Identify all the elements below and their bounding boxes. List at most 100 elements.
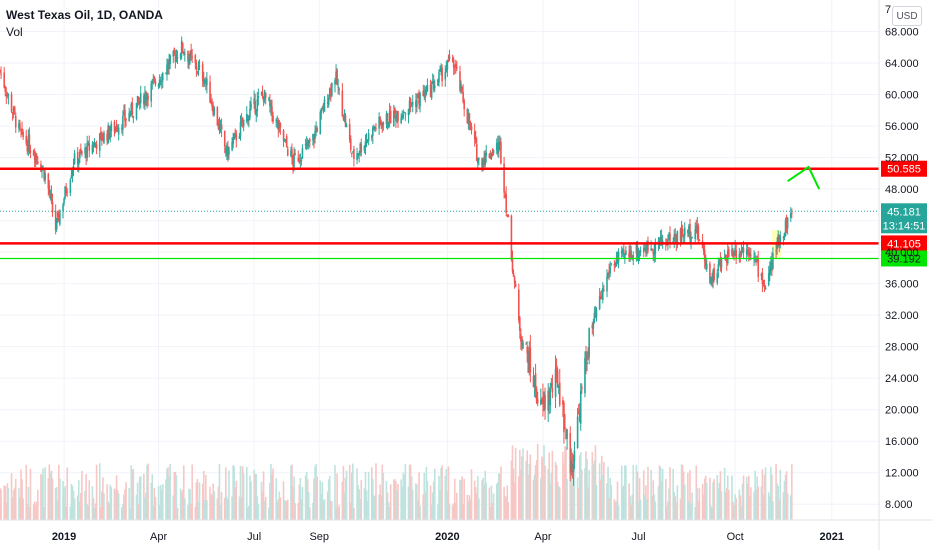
- candle-body: [34, 153, 37, 163]
- volume-bar: [218, 463, 221, 520]
- candle-body: [145, 92, 147, 100]
- volume-bar: [283, 499, 286, 520]
- volume-bar: [10, 473, 13, 520]
- volume-bar: [98, 463, 101, 520]
- candle-body: [122, 116, 124, 130]
- candle-body: [491, 153, 494, 156]
- candle-body: [58, 212, 60, 222]
- candle-body: [500, 141, 502, 164]
- candle-body: [625, 250, 627, 256]
- volume-bar: [358, 489, 360, 520]
- candle-body: [172, 50, 175, 57]
- horizontal-lines[interactable]: [0, 167, 879, 260]
- candle-body: [26, 144, 29, 152]
- volume-bar: [276, 501, 279, 520]
- candle-body: [189, 51, 191, 61]
- candle-body: [504, 195, 506, 197]
- candle-body: [756, 258, 758, 261]
- candle-body: [674, 233, 677, 238]
- volume-bar: [131, 470, 134, 520]
- candle-body: [379, 117, 381, 123]
- candle-body: [43, 170, 45, 180]
- volume-bar: [646, 499, 648, 520]
- volume-bar: [213, 491, 216, 520]
- candle-body: [608, 270, 610, 275]
- candle-body: [397, 111, 399, 122]
- candle-body: [342, 116, 345, 120]
- candle-body: [578, 409, 581, 422]
- candle-body: [562, 400, 564, 405]
- volume-bar: [47, 478, 50, 520]
- candle-body: [254, 101, 256, 113]
- volume-bar: [459, 479, 461, 520]
- volume-bar: [672, 468, 674, 520]
- candle-body: [483, 159, 485, 165]
- volume-bar: [522, 448, 524, 520]
- volume-bar: [782, 492, 785, 520]
- volume-bar: [632, 465, 635, 520]
- volume-bar: [270, 463, 272, 520]
- volume-bar: [396, 490, 398, 520]
- volume-bar: [344, 477, 347, 520]
- candle-body: [770, 262, 772, 270]
- candle-body: [544, 394, 546, 410]
- volume-bar: [503, 486, 505, 520]
- volume-bar: [554, 461, 557, 520]
- volume-bar: [81, 470, 83, 520]
- candle-body: [777, 234, 779, 242]
- volume-bar: [352, 463, 354, 520]
- volume-bar: [750, 487, 752, 520]
- volume-bar: [255, 474, 258, 520]
- candle-body: [681, 229, 684, 237]
- volume-bar: [407, 486, 410, 520]
- volume-bar: [484, 470, 486, 520]
- volume-bar: [636, 471, 639, 520]
- volume-bar: [360, 480, 363, 520]
- volume-bar: [620, 465, 623, 520]
- volume-bar: [206, 500, 208, 520]
- candle-body: [631, 256, 634, 259]
- candle-body: [779, 235, 782, 245]
- symbol-title[interactable]: West Texas Oil, 1D, OANDA: [6, 8, 163, 22]
- volume-label[interactable]: Vol: [6, 25, 23, 39]
- volume-bar: [182, 465, 185, 520]
- candle-body: [764, 287, 767, 290]
- volume-bar: [607, 466, 609, 520]
- candle-body: [644, 249, 646, 251]
- volume-bar: [359, 499, 362, 520]
- candle-body: [389, 110, 392, 124]
- volume-bar: [768, 495, 771, 520]
- volume-bar: [564, 446, 566, 520]
- candle-body: [694, 229, 697, 240]
- price-label-bg: [881, 235, 927, 252]
- candle-body: [526, 346, 528, 354]
- candle-body: [396, 114, 398, 120]
- candle-body: [184, 53, 186, 55]
- candle-body: [194, 55, 197, 63]
- candle-body: [18, 123, 20, 129]
- volume-bar: [44, 467, 46, 520]
- candle-body: [375, 127, 377, 129]
- volume-bar: [467, 501, 470, 520]
- volume-bar: [753, 492, 755, 520]
- volume-bar: [681, 465, 684, 520]
- volume-bar: [315, 464, 317, 520]
- volume-bar: [694, 506, 697, 520]
- volume-bar: [43, 506, 45, 520]
- currency-button[interactable]: USD: [892, 6, 922, 26]
- volume-bar: [756, 476, 758, 520]
- volume-bar: [763, 474, 766, 520]
- volume-bar: [3, 485, 6, 520]
- volume-bar: [570, 463, 573, 520]
- candle-body: [683, 227, 686, 237]
- volume-bar: [335, 506, 337, 520]
- candle-body: [381, 122, 384, 129]
- candle-body: [238, 135, 241, 139]
- candle-body: [642, 247, 645, 253]
- volume-bar: [73, 498, 76, 520]
- candle-body: [726, 250, 729, 264]
- volume-bar: [415, 483, 417, 520]
- volume-bar: [740, 506, 743, 520]
- candle-body: [594, 313, 597, 317]
